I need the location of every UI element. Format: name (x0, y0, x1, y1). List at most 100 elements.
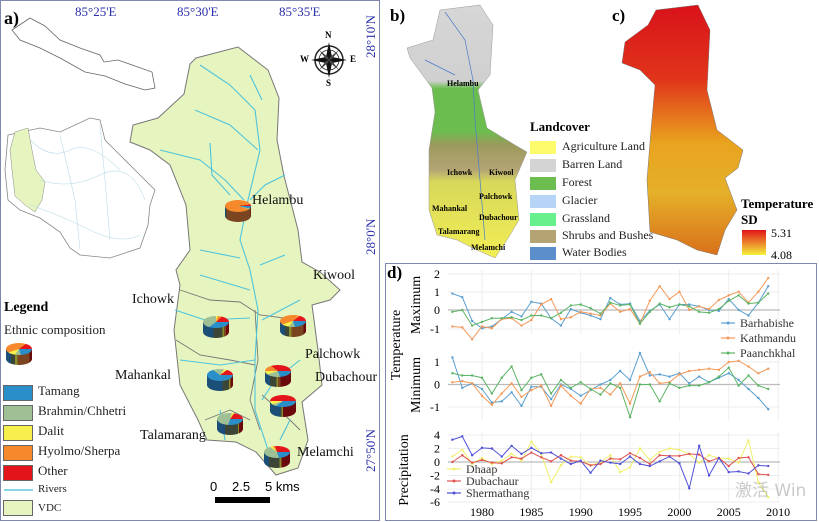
data-point (490, 403, 494, 406)
data-point (461, 386, 464, 390)
data-point (461, 326, 464, 329)
data-point (579, 402, 582, 405)
data-point (678, 454, 681, 458)
legend-swatch-dalit (3, 425, 33, 441)
landcover-label: Grassland (562, 211, 610, 225)
pie-unnamed (270, 395, 296, 419)
data-point (599, 386, 602, 390)
panel-label-a: a) (4, 8, 19, 28)
data-point (717, 298, 721, 302)
pie-top (270, 395, 296, 407)
data-point (500, 459, 503, 462)
data-point (559, 384, 563, 387)
data-point (549, 317, 553, 320)
data-point (658, 373, 661, 376)
data-point (490, 392, 494, 395)
data-point (727, 457, 730, 460)
rivers (159, 64, 301, 451)
data-point (628, 402, 632, 405)
data-point (628, 466, 632, 469)
data-point (697, 310, 701, 314)
y-tick-label: 4 (434, 428, 440, 442)
data-point (668, 375, 671, 378)
data-point (559, 311, 563, 314)
legend-marker (726, 351, 730, 355)
data-point (697, 461, 701, 464)
pie-helambu (225, 200, 251, 224)
data-point (549, 297, 553, 301)
compass-s: S (326, 78, 332, 88)
data-point (697, 384, 701, 387)
data-point (658, 450, 661, 454)
data-point (490, 447, 494, 450)
data-point (618, 304, 622, 307)
data-point (697, 375, 701, 378)
landcover-swatch (530, 195, 556, 208)
y-tick-label: -6 (430, 495, 440, 509)
legend-marker (452, 491, 456, 495)
pie-top (207, 369, 233, 381)
data-point (589, 471, 592, 474)
data-point (727, 372, 730, 375)
legend-label: Hyolmo/Sherpa (38, 443, 121, 458)
data-point (549, 397, 553, 401)
data-point (461, 374, 464, 377)
data-point (490, 461, 494, 464)
data-point (678, 386, 681, 390)
data-point (609, 296, 612, 300)
data-point (727, 366, 730, 369)
data-point (451, 455, 454, 458)
data-point (609, 378, 612, 382)
data-point (648, 370, 651, 374)
data-point (678, 448, 681, 452)
district-inset (4, 117, 156, 259)
data-point (747, 365, 750, 368)
data-point (618, 462, 622, 466)
data-point (757, 290, 760, 293)
pie-top (280, 315, 306, 327)
data-point (530, 446, 533, 450)
data-point (609, 382, 612, 385)
data-point (559, 454, 563, 457)
data-point (648, 464, 651, 468)
data-point (648, 299, 651, 303)
data-point (490, 317, 494, 320)
data-point (658, 302, 661, 305)
x-tick-label: 1985 (519, 505, 543, 519)
data-point (451, 381, 454, 384)
data-point (530, 376, 533, 379)
panel-label-d: d) (387, 263, 403, 282)
data-point (461, 295, 464, 299)
legend-label-barhabishe: Barhabishe (740, 316, 794, 330)
data-point (707, 460, 711, 463)
data-point (747, 456, 750, 459)
pie-top (265, 365, 291, 377)
map-b-label: Dubachour (479, 213, 518, 222)
data-point (688, 369, 691, 373)
data-point (559, 378, 563, 382)
legend-subtitle: Ethnic composition (4, 322, 106, 337)
data-point (697, 453, 701, 456)
data-point (569, 304, 573, 307)
data-point (747, 302, 750, 305)
data-point (609, 454, 612, 457)
data-point (628, 378, 632, 382)
y-tick-label: 0 (434, 455, 440, 469)
landcover-swatch (530, 141, 556, 154)
data-point (530, 318, 533, 322)
map-b-label: Talamarang (438, 227, 480, 236)
landcover-swatch (530, 247, 556, 260)
legend-label-paanchkhal: Paanchkhal (740, 346, 796, 360)
data-point (451, 356, 454, 359)
inset-rivers (29, 124, 146, 251)
y-axis-label-minimum: Minimum (409, 357, 424, 413)
data-point (747, 314, 750, 317)
x-tick-label: 2000 (667, 505, 691, 519)
scale-tick: 5 kms (265, 479, 300, 494)
legend-label-shermathang: Shermathang (466, 486, 529, 500)
data-point (727, 360, 730, 364)
landcover-swatch (530, 159, 556, 172)
data-point (678, 303, 681, 306)
landcover-label: Forest (562, 175, 592, 189)
pie-melamchi (264, 446, 290, 470)
